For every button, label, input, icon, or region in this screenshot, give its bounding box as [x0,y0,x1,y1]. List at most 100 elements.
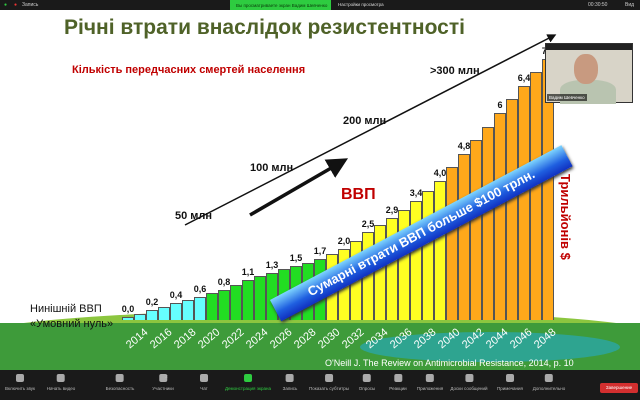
toolbar-button[interactable]: Реакции [389,374,407,391]
toolbar-label: Участники [152,386,174,391]
current-gdp: Нинішній ВВП [30,303,102,315]
toolbar-button[interactable]: Безопасность [105,374,135,391]
toolbar-label: Чат [200,386,208,391]
bar [230,284,242,320]
current-gdp-note: Нинішній ВВП «Умовний нуль» [30,302,113,332]
label-300m: >300 млн [430,65,480,77]
toolbar-label: Безопасность [105,386,135,391]
conditional-zero: «Умовний нуль» [30,318,114,330]
viewing-banner: Вы просматриваете экран Вадим Шевченко [230,0,331,10]
unit-label: Трильйонів $ [558,174,573,260]
end-meeting-button[interactable]: Завершение [600,383,638,393]
shield-icon: ● [4,2,8,8]
data-label: 1,1 [241,266,255,277]
toolbar-icon [285,374,294,382]
timer: 00:30:50 [588,2,608,8]
data-label: 1,5 [289,253,303,263]
view-options-button[interactable]: Настройки просмотра [338,2,384,7]
toolbar-icon [544,374,553,382]
data-label: 2,5 [361,219,375,229]
label-100m: 100 млн [250,162,294,174]
toolbar-label: Опросы [358,386,376,391]
toolbar-icon [57,374,65,382]
data-label: 0,0 [121,304,135,314]
bar [506,99,518,320]
bar [158,306,170,320]
toolbar-label: Демонстрация экрана [225,386,271,391]
toolbar-button[interactable]: Демонстрация экрана [225,374,271,391]
video-person-head [574,54,598,84]
bar [434,181,446,320]
toolbar-button[interactable]: Опросы [359,374,375,391]
toolbar-icon [15,374,24,382]
toolbar-label: Приложения [416,386,444,391]
toolbar-button[interactable]: Чат [200,374,208,391]
data-label: 6 [497,100,503,110]
gdp-arrow [249,158,349,217]
data-label: 0,8 [217,276,231,287]
toolbar-icon [159,374,167,382]
toolbar-button[interactable]: Доски сообщений [450,374,488,391]
video-controls[interactable] [546,44,632,50]
toolbar-label: Показать субтитры [309,386,349,391]
toolbar-button[interactable]: Приложения [417,374,443,391]
toolbar-icon [505,374,514,382]
label-50m: 50 млн [175,210,213,222]
participant-name: Вадим Шевченко [547,94,587,101]
toolbar-icon [464,374,473,382]
toolbar-label: Начать видео [46,386,76,391]
arrows [184,34,557,226]
bar [146,310,158,320]
bar [194,296,206,320]
data-label: 2,9 [385,205,399,216]
toolbar-icon [243,374,252,382]
gdp-label: ВВП [341,186,376,203]
participant-video[interactable]: Вадим Шевченко [545,43,633,104]
bar [170,303,182,320]
bar [494,113,506,320]
toolbar-button[interactable]: Включить звук [5,374,35,391]
toolbar-button[interactable]: Показать субтитры [309,374,349,391]
deaths-arrow [184,34,557,226]
toolbar-icon [425,374,434,382]
data-label: 0,2 [145,297,159,308]
bar [254,276,266,320]
data-label: 4,0 [433,168,447,178]
view-button[interactable]: Вид [625,2,635,8]
toolbar-button[interactable]: Дополнительно [533,374,565,391]
bar [206,293,218,320]
toolbar-button[interactable]: Участники 2 [152,374,174,391]
water-decoration [360,332,620,362]
toolbar-button[interactable]: Начать видео [46,374,76,391]
data-label: 2,0 [337,236,351,246]
toolbar-label: Доски сообщений [450,386,488,391]
bar [182,300,194,320]
record-label[interactable]: Запись [22,2,39,8]
bar [218,289,230,320]
bar [482,126,494,320]
slide-title: Річні втрати внаслідок резистентності [64,16,465,39]
participants-count: 2 [165,374,168,379]
bar [470,140,482,320]
label-200m: 200 млн [343,115,387,127]
data-label: 3,4 [409,188,423,199]
toolbar-label: Дополнительно [532,386,566,391]
record-icon: ● [14,2,18,8]
bar [122,317,134,320]
bar [518,85,530,320]
bar [446,167,458,320]
data-label: 1,7 [313,246,327,257]
toolbar-button[interactable]: Примечания [497,374,523,391]
toolbar-label: Запись [282,386,298,391]
toolbar-button[interactable]: Запись [282,374,298,391]
data-label: 0,6 [193,283,207,294]
citation: O'Neill J. The Review on Antimicrobial R… [325,358,574,368]
data-label: 0,4 [169,290,183,301]
bar [458,153,470,320]
toolbar-icon [363,374,371,382]
shared-screen-slide: Річні втрати внаслідок резистентності Кі… [0,10,640,370]
data-label: 1,3 [265,259,279,270]
bar [134,313,146,320]
bar [530,72,542,320]
bar [242,279,254,320]
